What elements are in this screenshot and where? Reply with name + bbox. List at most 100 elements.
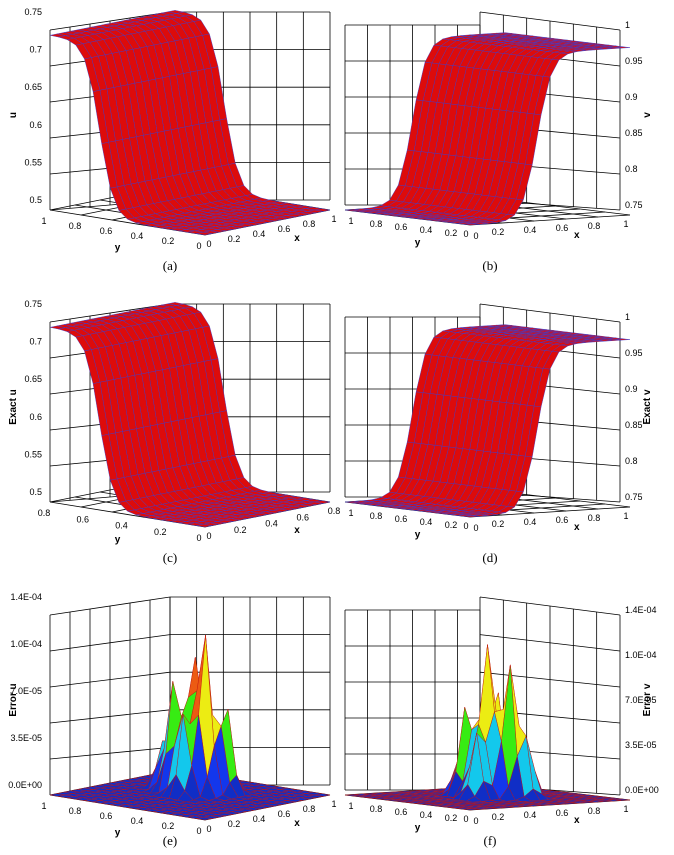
z-tick-label: 0.95 [625,348,643,358]
surface-plot-a: 0.5 0.55 0.6 0.65 0.7 0.75 u 0 0.2 0.4 0.6 0.8 1 x 0 0.… [8,7,337,254]
y-tick-label: 0.4 [115,521,128,531]
surface-patch [463,223,479,226]
grid-line [479,11,621,31]
y-tick-label: 0.6 [100,811,113,821]
y-tick-label: 0.8 [370,219,383,229]
z-tick-label: 0.55 [24,157,42,167]
y-tick-label: 0.2 [445,520,458,530]
x-tick-label: 0.2 [492,227,505,237]
y-tick-label: 0.6 [76,514,89,524]
z-axis-label: v [642,112,653,118]
y-tick-label: 0.4 [420,225,433,235]
x-axis-label: x [294,233,300,244]
grid-line [49,11,171,31]
z-axis-label: Error v [642,683,653,716]
z-axis-label: Exact u [8,389,19,425]
y-tick-label: 0.6 [395,807,408,817]
panel-caption: (a) [163,258,177,273]
y-tick-label: 0.4 [420,517,433,527]
surface-patch [463,515,479,518]
z-tick-label: 3.5E-05 [10,733,42,743]
y-axis-label: y [115,535,121,546]
surface-patch [463,808,479,811]
y-tick-label: 0.2 [154,527,167,537]
y-tick-label: 0.6 [100,226,113,236]
x-tick-label: 0.4 [253,229,266,239]
y-tick-label: 1 [348,801,353,811]
y-tick-label: 0.2 [162,236,175,246]
y-tick-label: 0.2 [162,821,175,831]
z-tick-label: 0.5 [29,487,42,497]
x-axis-label: x [294,818,300,829]
x-tick-label: 0.2 [492,812,505,822]
y-tick-label: 1 [348,216,353,226]
surface-plot-b: 0.75 0.8 0.85 0.9 0.95 1 v 0 0.2 0.4 0.6 0.8 1 x 0 0.2 0… [344,11,653,249]
grid-line [49,671,171,688]
grid-line [49,709,171,724]
z-tick-label: 0.75 [625,492,643,502]
x-tick-label: 1 [623,219,628,229]
x-tick-label: 0.2 [234,525,247,535]
x-axis-label: x [574,522,580,533]
surface-mesh [344,644,631,811]
x-tick-label: 0.2 [492,519,505,529]
z-axis-label: u [8,112,19,118]
surface-mesh [344,32,631,226]
y-axis-label: y [415,238,421,249]
surface-plot-c: 0.5 0.55 0.6 0.65 0.7 0.75 Exact u 0 0.2 0.4 0.6 0.… [8,299,340,546]
x-tick-label: 1 [623,511,628,521]
y-axis-label: y [415,530,421,541]
grid-line [49,747,171,760]
x-tick-label: 0.6 [556,223,569,233]
z-axis-label: Error u [8,683,19,716]
z-tick-label: 0.75 [24,299,42,309]
x-tick-label: 0.8 [303,804,316,814]
y-tick-label: 0.8 [370,511,383,521]
grid-line [479,634,621,652]
y-tick-label: 0 [473,523,478,533]
y-tick-label: 0.4 [420,810,433,820]
z-tick-label: 0.6 [29,120,42,130]
z-tick-label: 0.0E+00 [625,785,659,795]
z-tick-label: 1.4E-04 [10,592,42,602]
z-tick-label: 0.0E+00 [8,780,42,790]
z-tick-label: 0.65 [24,374,42,384]
y-tick-label: 0.8 [370,804,383,814]
floor-grid-line [469,506,631,518]
x-tick-label: 0.6 [278,809,291,819]
y-tick-label: 0 [196,826,201,836]
floor-grid-line [469,214,631,226]
surface-patch [196,232,212,236]
x-axis-label: x [294,525,300,536]
y-tick-label: 0.8 [38,508,51,518]
z-tick-label: 0.5 [29,195,42,205]
x-tick-label: 0.6 [296,512,309,522]
y-tick-label: 0.2 [445,813,458,823]
z-axis-label: Exact v [642,389,653,424]
y-axis-label: y [415,823,421,834]
y-tick-label: 0.2 [445,228,458,238]
y-tick-label: 0 [473,816,478,826]
grid-line [479,596,621,616]
panel-caption: (b) [482,258,497,273]
z-tick-label: 0.7 [29,337,42,347]
panel-caption: (c) [163,550,177,565]
x-tick-label: 0.2 [228,819,241,829]
x-tick-label: 0.6 [278,224,291,234]
x-tick-label: 0.8 [588,513,601,523]
grid-line [49,303,171,323]
y-tick-label: 1 [41,216,46,226]
y-tick-label: 1 [41,801,46,811]
z-tick-label: 0.95 [625,56,643,66]
z-tick-label: 1 [625,20,630,30]
x-tick-label: 0 [206,824,211,834]
y-tick-label: 0.6 [395,222,408,232]
y-tick-label: 1 [348,508,353,518]
z-tick-label: 0.85 [625,420,643,430]
z-tick-label: 0.9 [625,92,638,102]
x-tick-label: 0.4 [265,519,278,529]
x-tick-label: 0 [463,229,468,239]
z-tick-label: 0.75 [24,7,42,17]
floor-grid-line [504,199,631,216]
